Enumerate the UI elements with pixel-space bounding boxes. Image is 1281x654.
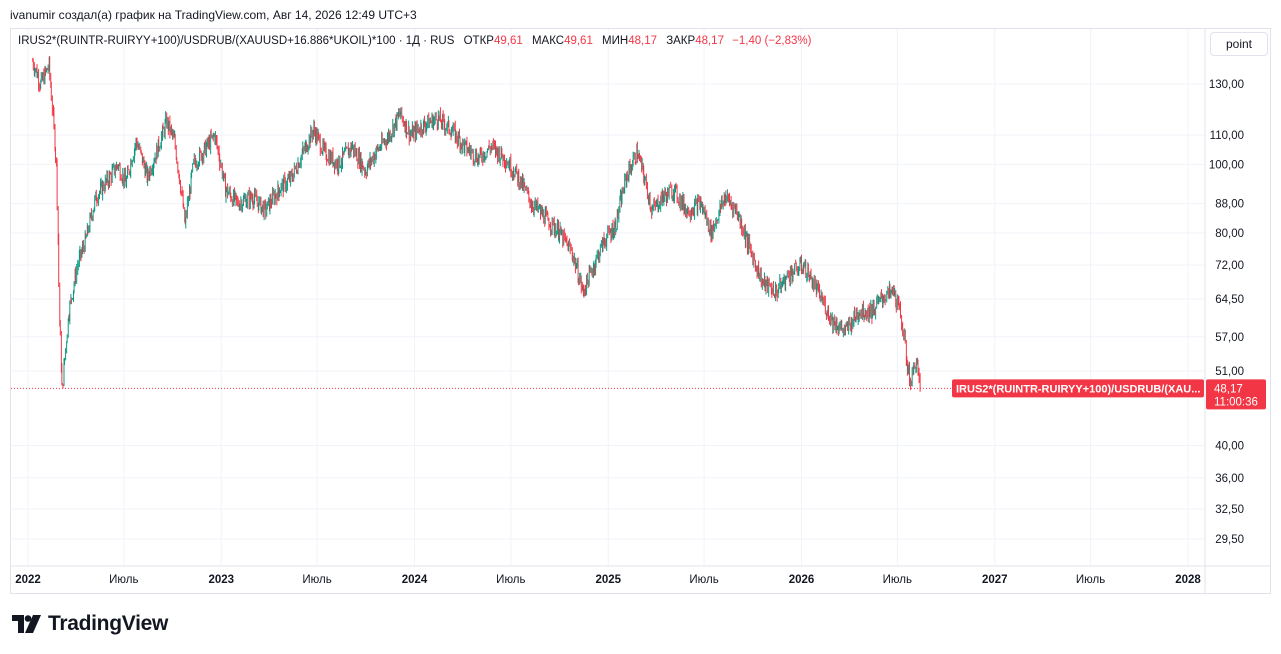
price-tick-label: 110,00 xyxy=(1210,130,1244,142)
time-tick-label: Июль xyxy=(883,574,912,586)
price-tick-label: 29,50 xyxy=(1215,534,1244,546)
price-tick-label: 40,00 xyxy=(1215,440,1244,452)
price-tag-box xyxy=(1206,379,1266,410)
tradingview-brand-name: TradingView xyxy=(48,612,169,635)
time-tick-label: 2027 xyxy=(982,574,1008,586)
tradingview-logo-icon xyxy=(12,615,41,633)
chart-frame xyxy=(10,28,1271,594)
time-tick-label: Июль xyxy=(1076,574,1105,586)
price-tag-symbol-label: IRUS2*(RUINTR-RUIRYY+100)/USDRUB/(XAU... xyxy=(956,383,1200,395)
time-tick-label: 2025 xyxy=(595,574,621,586)
time-tick-label: Июль xyxy=(302,574,331,586)
time-tick-label: 2026 xyxy=(789,574,815,586)
symbol-legend: IRUS2*(RUINTR-RUIRYY+100)/USDRUB/(XAUUSD… xyxy=(18,35,811,47)
tradingview-logo: TradingView xyxy=(12,612,168,636)
legend-low-label: МИН xyxy=(602,35,629,47)
scale-mode-button[interactable]: point xyxy=(1210,32,1268,56)
time-tick-label: Июль xyxy=(109,574,138,586)
time-tick-label: 2022 xyxy=(15,574,41,586)
legend-close-label: ЗАКР xyxy=(666,35,696,47)
price-tick-label: 51,00 xyxy=(1215,366,1244,378)
price-tag-symbol-box xyxy=(952,379,1204,398)
price-tick-label: 32,50 xyxy=(1215,504,1244,516)
legend-symbol: IRUS2*(RUINTR-RUIRYY+100)/USDRUB/(XAUUSD… xyxy=(18,35,455,47)
chart-caption: ivanumir создал(а) график на TradingView… xyxy=(10,8,417,22)
time-tick-label: 2023 xyxy=(208,574,234,586)
price-tick-label: 100,00 xyxy=(1209,159,1244,171)
price-tick-label: 80,00 xyxy=(1215,228,1244,240)
time-tick-label: Июль xyxy=(496,574,525,586)
price-tag-value: 48,17 xyxy=(1214,383,1243,395)
legend-high-value: 49,61 xyxy=(564,35,593,47)
price-tick-label: 36,00 xyxy=(1215,473,1244,485)
price-tick-label: 64,50 xyxy=(1215,294,1244,306)
legend-close-value: 48,17 xyxy=(695,35,724,47)
candles-group xyxy=(32,55,921,392)
legend-high-label: МАКС xyxy=(531,35,565,47)
price-tick-label: 72,00 xyxy=(1215,260,1244,272)
price-tick-label: 88,00 xyxy=(1215,199,1244,211)
time-tick-label: 2024 xyxy=(402,574,428,586)
time-tick-label: Июль xyxy=(689,574,718,586)
time-tick-label: 2028 xyxy=(1175,574,1201,586)
legend-change: −1,40 (−2,83%) xyxy=(732,35,812,47)
legend-open-value: 49,61 xyxy=(493,35,523,47)
price-tag-countdown: 11:00:36 xyxy=(1214,396,1258,408)
legend-open-label: ОТКР xyxy=(463,35,494,47)
legend-low-value: 48,17 xyxy=(628,35,657,47)
price-tick-label: 57,00 xyxy=(1215,332,1244,344)
price-tick-label: 130,00 xyxy=(1209,79,1244,91)
